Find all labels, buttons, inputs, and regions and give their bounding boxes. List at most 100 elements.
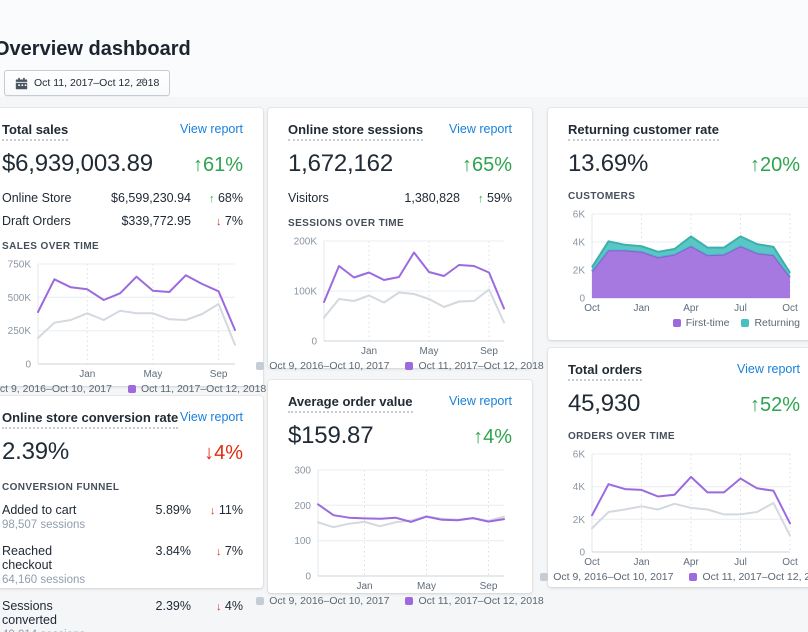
date-range-picker-button[interactable]: Oct 11, 2017–Oct 12, 2018 [4, 70, 171, 96]
svg-text:Jul: Jul [734, 557, 747, 568]
svg-text:Jan: Jan [361, 346, 377, 357]
average-order-value-chart: Jan May Sep 0 100 200 300 [294, 466, 505, 592]
metric-value: $6,939,003.89 [2, 150, 153, 177]
funnel-row: Reached checkout 64,160 sessions 3.84% ↓… [2, 544, 243, 586]
metric-value: $159.87 [288, 422, 374, 449]
svg-text:Sep: Sep [210, 369, 228, 380]
svg-text:Jan: Jan [633, 303, 649, 314]
metric-delta: ↑52% [749, 394, 800, 416]
svg-text:0: 0 [311, 337, 317, 348]
metric-delta: ↑20% [749, 154, 800, 176]
svg-text:200K: 200K [294, 237, 318, 248]
card-total-orders: Total orders View report 45,930 ↑52% ORD… [540, 348, 808, 587]
metric-delta: ↑4% [473, 426, 512, 448]
down-arrow-icon: ↓ [209, 505, 216, 517]
legend-swatch-gray [256, 597, 265, 605]
chart-section-label: SESSIONS OVER TIME [288, 218, 405, 229]
legend-swatch-purple [689, 573, 698, 581]
legend-swatch-purple [405, 362, 414, 370]
svg-text:Sep: Sep [480, 346, 498, 357]
svg-text:May: May [417, 581, 436, 592]
legend-swatch-purple [405, 597, 414, 605]
legend-swatch-teal [741, 319, 750, 327]
legend-swatch-purple [127, 385, 136, 393]
funnel-row: Added to cart 98,507 sessions 5.89% ↓ 11… [2, 503, 243, 531]
legend-swatch-gray [256, 362, 265, 370]
svg-text:Apr: Apr [683, 557, 699, 568]
metric-delta: ↑61% [192, 154, 243, 176]
chart-section-label: SALES OVER TIME [2, 241, 100, 252]
card-average-order-value: Average order value View report $159.87 … [256, 380, 544, 607]
svg-text:200: 200 [294, 501, 311, 512]
svg-text:4K: 4K [573, 238, 586, 249]
view-report-link[interactable]: View report [737, 362, 800, 376]
card-title: Total orders [568, 362, 643, 381]
metric-delta: ↓4% [204, 442, 243, 464]
svg-text:Oct: Oct [782, 557, 798, 568]
metric-value: 45,930 [568, 390, 641, 417]
svg-text:0: 0 [25, 360, 31, 371]
funnel-section-label: CONVERSION FUNNEL [2, 482, 120, 493]
card-total-sales: Total sales View report $6,939,003.89 ↑6… [0, 108, 266, 395]
metric-value: 2.39% [2, 438, 70, 465]
funnel-sessions: 98,507 sessions [2, 519, 86, 531]
svg-text:100K: 100K [294, 287, 318, 298]
svg-text:2K: 2K [573, 515, 586, 526]
svg-text:0: 0 [305, 572, 311, 583]
breakdown-row: Online Store $6,599,230.94 ↑ 68% [2, 191, 243, 205]
svg-text:May: May [143, 369, 162, 380]
compare-arrows-icon[interactable]: ⇄ [138, 76, 147, 87]
card-title: Online store sessions [288, 122, 424, 141]
chart-legend: First-time Returning [568, 317, 800, 329]
date-range-label: Oct 11, 2017–Oct 12, 2018 [34, 77, 160, 89]
svg-text:0: 0 [579, 294, 585, 305]
funnel-sessions: 40,014 sessions [2, 629, 101, 632]
svg-text:500K: 500K [8, 293, 32, 304]
card-returning-customer-rate: Returning customer rate 13.69% ↑20% CUST… [548, 108, 808, 340]
card-online-store-sessions: Online store sessions View report 1,672,… [256, 108, 544, 372]
down-arrow-icon: ↓ [215, 546, 222, 558]
svg-text:Sep: Sep [480, 581, 498, 592]
svg-text:4K: 4K [573, 482, 586, 493]
svg-text:Jan: Jan [356, 581, 372, 592]
down-arrow-icon: ↓ [215, 601, 222, 613]
chart-section-label: CUSTOMERS [568, 191, 636, 202]
legend-swatch-gray [540, 573, 549, 581]
svg-text:300: 300 [294, 466, 311, 477]
svg-text:6K: 6K [573, 210, 586, 221]
svg-text:100: 100 [294, 536, 311, 547]
svg-text:Oct: Oct [584, 557, 600, 568]
svg-text:Oct: Oct [782, 303, 798, 314]
card-title: Returning customer rate [568, 122, 719, 141]
view-report-link[interactable]: View report [180, 122, 243, 136]
metric-value: 13.69% [568, 150, 649, 177]
view-report-link[interactable]: View report [180, 410, 243, 424]
breakdown-row: Draft Orders $339,772.95 ↓ 7% [2, 214, 243, 228]
svg-text:May: May [420, 346, 439, 357]
funnel-row: Sessions converted 40,014 sessions 2.39%… [2, 599, 243, 632]
calendar-icon [15, 77, 28, 90]
chart-section-label: ORDERS OVER TIME [568, 431, 675, 442]
up-arrow-icon: ↑ [477, 193, 484, 205]
svg-text:Jan: Jan [633, 557, 649, 568]
view-report-link[interactable]: View report [449, 122, 512, 136]
svg-text:Oct: Oct [584, 303, 600, 314]
metric-delta: ↑65% [461, 154, 512, 176]
sessions-over-time-chart: Jan May Sep 0 100K 200K [294, 237, 505, 357]
svg-text:Jan: Jan [79, 369, 95, 380]
svg-text:2K: 2K [573, 266, 586, 277]
metric-value: 1,672,162 [288, 150, 393, 177]
page-title: Overview dashboard [0, 38, 191, 60]
legend-swatch-purple [672, 319, 681, 327]
card-conversion-rate: Online store conversion rate View report… [0, 396, 263, 632]
breakdown-row: Visitors 1,380,828 ↑ 59% [288, 191, 512, 205]
card-title: Average order value [288, 394, 413, 413]
view-report-link[interactable]: View report [449, 394, 512, 408]
up-arrow-icon: ↑ [208, 193, 215, 205]
down-arrow-icon: ↓ [215, 216, 222, 228]
svg-text:750K: 750K [8, 260, 32, 271]
chart-legend: Oct 9, 2016–Oct 10, 2017 Oct 11, 2017–Oc… [256, 360, 544, 372]
svg-text:Apr: Apr [683, 303, 699, 314]
